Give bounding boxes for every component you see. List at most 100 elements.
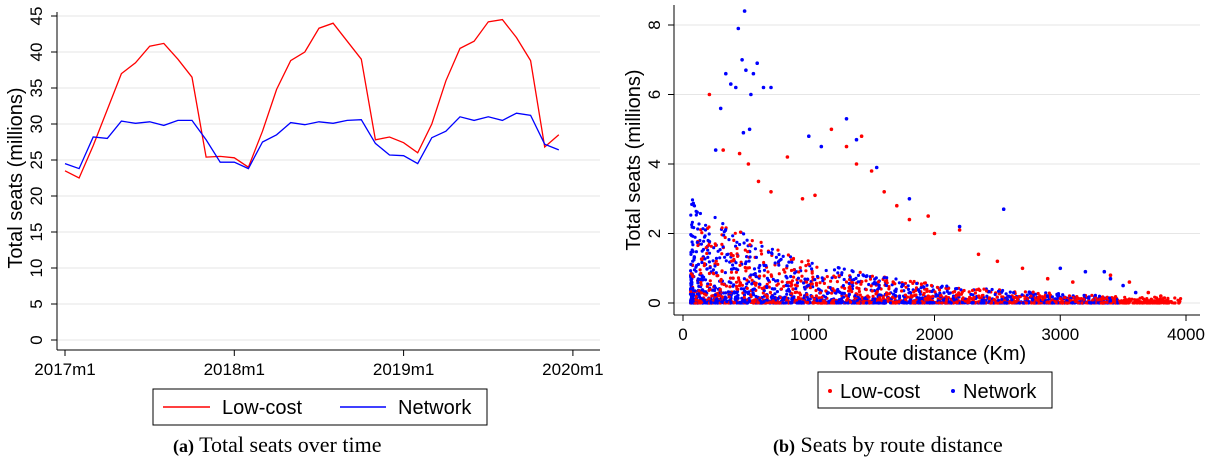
scatter-point-low-cost <box>756 179 761 184</box>
scatter-point <box>714 256 719 260</box>
scatter-point <box>980 294 984 298</box>
scatter-point <box>856 273 861 277</box>
scatter-point <box>800 260 804 264</box>
scatter-point <box>720 252 724 256</box>
scatter-point <box>771 294 775 298</box>
scatter-point <box>751 299 755 303</box>
scatter-point <box>811 300 815 304</box>
scatter-point <box>770 252 774 256</box>
scatter-point <box>951 301 956 305</box>
scatter-point <box>1089 301 1093 305</box>
scatter-point <box>691 299 695 303</box>
scatter-point <box>826 291 831 295</box>
y-ticks: 0 2 4 6 8 <box>645 20 674 308</box>
scatter-point <box>835 280 840 284</box>
scatter-point <box>792 275 796 279</box>
scatter-point <box>1044 291 1048 295</box>
scatter-point <box>689 213 693 217</box>
scatter-point <box>987 290 991 294</box>
scatter-point <box>1123 295 1127 299</box>
scatter-point <box>863 296 867 300</box>
scatter-point <box>822 299 826 303</box>
scatter-point <box>803 287 807 291</box>
scatter-point-network <box>742 9 747 13</box>
scatter-point <box>742 277 747 281</box>
scatter-point <box>735 291 739 295</box>
scatter-point <box>725 253 729 257</box>
scatter-point <box>1029 294 1033 298</box>
scatter-point <box>748 255 752 259</box>
scatter-point-network <box>736 26 741 31</box>
scatter-point <box>708 287 712 292</box>
scatter-point <box>720 242 724 246</box>
series-line-low-cost <box>64 18 560 179</box>
scatter-point <box>689 292 693 296</box>
scatter-point <box>996 298 1001 302</box>
scatter-point <box>690 220 695 224</box>
scatter-point <box>775 290 780 294</box>
scatter-point <box>882 301 886 305</box>
scatter-point <box>724 296 728 300</box>
y-axis-label: Total seats (millions) <box>5 87 27 268</box>
scatter-point-network <box>807 134 811 138</box>
scatter-point <box>846 301 850 305</box>
scatter-point <box>814 294 819 298</box>
scatter-point <box>718 256 722 260</box>
scatter-point-low-cost <box>707 92 712 97</box>
scatter-point <box>1082 293 1086 297</box>
scatter-point <box>745 286 749 290</box>
scatter-point <box>901 300 905 304</box>
scatter-point <box>727 238 731 242</box>
scatter-point-low-cost <box>813 193 817 198</box>
scatter-point <box>745 278 749 282</box>
scatter-point-network <box>1108 276 1113 281</box>
scatter-point <box>762 274 766 278</box>
scatter-point-network <box>744 68 748 72</box>
scatter-point <box>743 262 748 266</box>
scatter-point <box>858 270 862 274</box>
scatter-point <box>937 301 941 305</box>
scatter-point <box>906 295 910 299</box>
scatter-point <box>713 264 717 268</box>
scatter-point <box>1047 291 1051 295</box>
scatter-point <box>701 227 705 231</box>
legend-marker-network <box>951 389 955 393</box>
scatter-point <box>694 209 698 213</box>
y-tick-label: 5 <box>27 299 46 308</box>
scatter-point <box>978 288 982 293</box>
scatter-point <box>915 281 919 286</box>
line-chart-panel: 0 5 10 15 20 25 30 35 40 45 2017m1 2018m1 2019m1 202… <box>5 7 604 426</box>
scatter-point <box>760 300 764 304</box>
scatter-point <box>844 294 848 298</box>
scatter-point <box>893 282 897 286</box>
scatter-point <box>700 288 705 292</box>
scatter-point <box>854 276 858 280</box>
scatter-point <box>1001 288 1005 293</box>
scatter-point <box>723 255 727 259</box>
scatter-point <box>718 294 722 298</box>
scatter-point <box>690 225 694 229</box>
scatter-point <box>908 301 912 305</box>
scatter-point <box>824 268 828 273</box>
scatter-point <box>694 265 698 269</box>
scatter-point <box>1076 301 1080 305</box>
scatter-point <box>954 287 958 291</box>
scatter-point-network <box>729 82 733 86</box>
scatter-point <box>887 292 891 296</box>
scatter-point <box>870 274 875 278</box>
scatter-point <box>842 267 846 271</box>
scatter-point <box>962 288 966 293</box>
scatter-point <box>1143 299 1147 303</box>
scatter-point <box>747 296 751 301</box>
scatter-point <box>936 294 940 298</box>
scatter-point <box>702 299 706 303</box>
scatter-point <box>747 266 752 270</box>
scatter-point <box>847 292 851 296</box>
scatter-point <box>752 272 756 277</box>
scatter-point <box>804 280 809 284</box>
scatter-point <box>941 298 945 302</box>
scatter-point <box>783 295 787 299</box>
scatter-point <box>1058 296 1062 301</box>
scatter-point <box>766 301 770 305</box>
scatter-point <box>818 281 822 285</box>
